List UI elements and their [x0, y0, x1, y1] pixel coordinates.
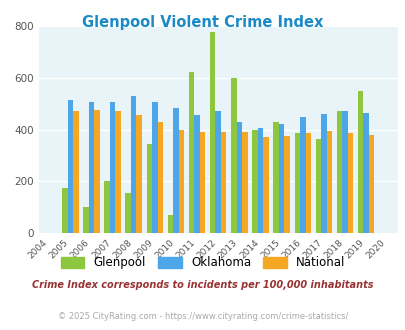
Bar: [215, 112, 220, 233]
Bar: [104, 181, 109, 233]
Bar: [241, 132, 247, 233]
Bar: [157, 122, 163, 233]
Bar: [173, 108, 178, 233]
Bar: [357, 91, 362, 233]
Bar: [230, 78, 236, 233]
Bar: [209, 32, 215, 233]
Bar: [252, 130, 257, 233]
Bar: [299, 116, 305, 233]
Bar: [146, 144, 152, 233]
Bar: [167, 214, 173, 233]
Bar: [273, 122, 278, 233]
Bar: [257, 128, 262, 233]
Bar: [178, 130, 184, 233]
Bar: [125, 193, 130, 233]
Bar: [315, 139, 320, 233]
Bar: [130, 96, 136, 233]
Bar: [236, 122, 241, 233]
Bar: [136, 115, 142, 233]
Bar: [94, 110, 99, 233]
Bar: [199, 132, 205, 233]
Bar: [67, 100, 73, 233]
Bar: [152, 102, 157, 233]
Text: Glenpool Violent Crime Index: Glenpool Violent Crime Index: [82, 15, 323, 30]
Bar: [336, 112, 341, 233]
Bar: [284, 136, 289, 233]
Bar: [305, 133, 310, 233]
Bar: [88, 102, 94, 233]
Bar: [220, 132, 226, 233]
Bar: [341, 112, 347, 233]
Bar: [368, 135, 373, 233]
Bar: [326, 131, 331, 233]
Text: © 2025 CityRating.com - https://www.cityrating.com/crime-statistics/: © 2025 CityRating.com - https://www.city…: [58, 312, 347, 321]
Bar: [347, 133, 352, 233]
Bar: [62, 187, 67, 233]
Legend: Glenpool, Oklahoma, National: Glenpool, Oklahoma, National: [56, 252, 349, 274]
Text: Crime Index corresponds to incidents per 100,000 inhabitants: Crime Index corresponds to incidents per…: [32, 280, 373, 290]
Bar: [320, 114, 326, 233]
Bar: [115, 112, 121, 233]
Bar: [362, 113, 368, 233]
Bar: [83, 207, 88, 233]
Bar: [294, 133, 299, 233]
Bar: [262, 137, 268, 233]
Bar: [109, 102, 115, 233]
Bar: [278, 124, 284, 233]
Bar: [194, 115, 199, 233]
Bar: [188, 72, 194, 233]
Bar: [73, 112, 78, 233]
